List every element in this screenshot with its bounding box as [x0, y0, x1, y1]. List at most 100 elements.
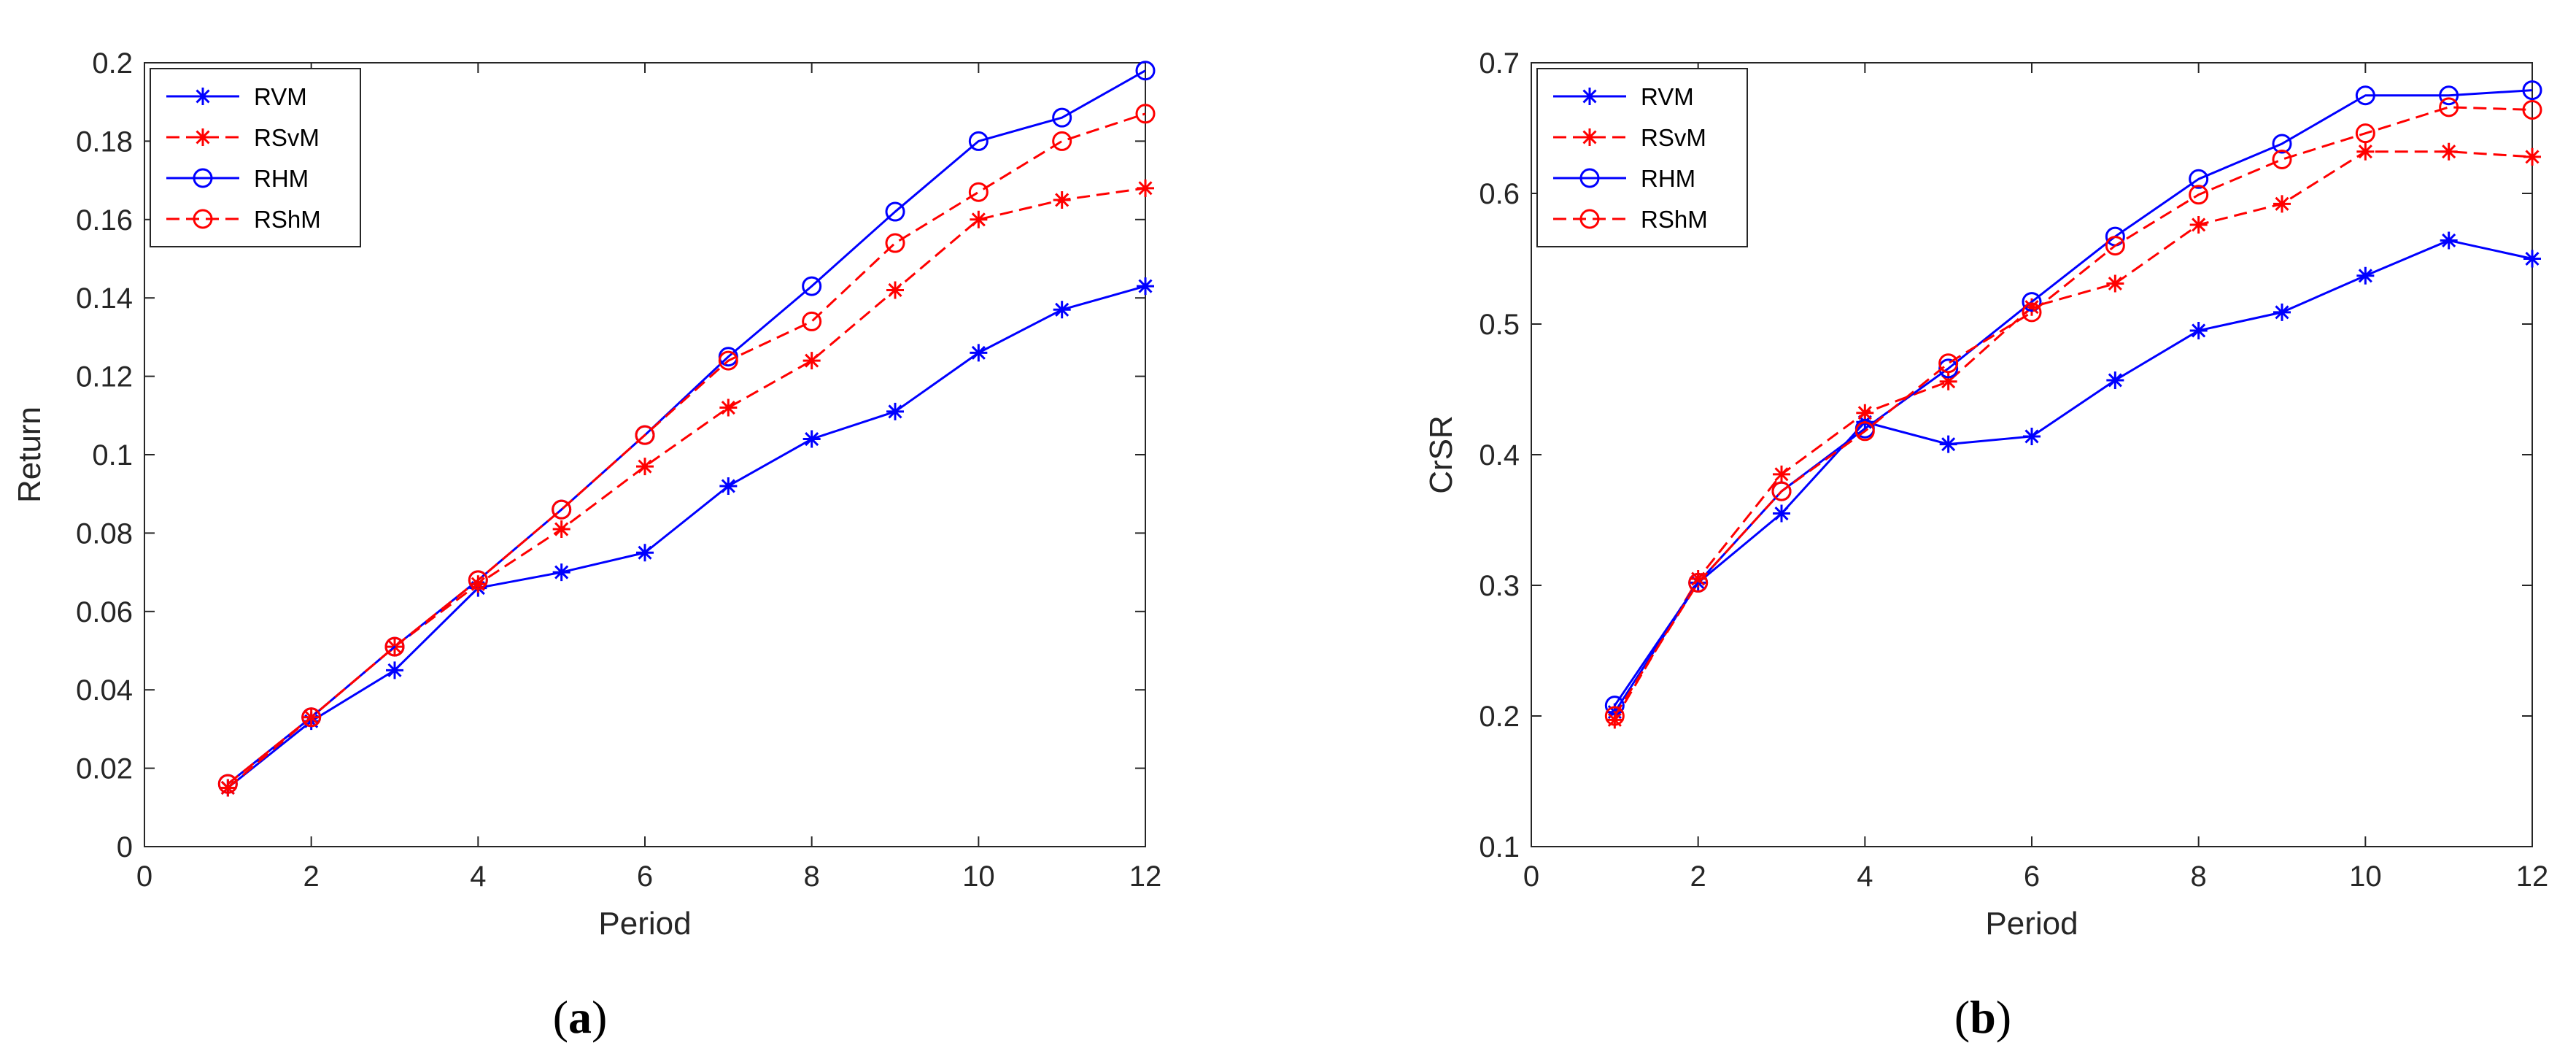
- x-tick-label: 4: [470, 860, 486, 893]
- y-tick-label: 0.1: [92, 439, 133, 471]
- y-tick-label: 0.5: [1479, 309, 1520, 341]
- legend-marker-rhm: [193, 168, 213, 188]
- data-point-rshm: [1604, 706, 1625, 726]
- legend-label-rhm: RHM: [254, 165, 309, 192]
- data-point-rvm: [636, 544, 654, 562]
- y-tick-label: 0.14: [76, 282, 133, 315]
- data-point-rshm: [468, 570, 488, 590]
- y-tick-label: 0: [117, 831, 133, 863]
- y-tick-label: 0.2: [92, 47, 133, 80]
- series-rshm: [217, 104, 1156, 794]
- series-line-rvm: [227, 285, 1146, 789]
- data-point-rshm: [802, 311, 822, 331]
- data-point-rsvm: [1606, 711, 1624, 729]
- data-point-rshm: [217, 774, 238, 794]
- caption-open: (: [1954, 991, 1970, 1043]
- legend-marker-rshm: [1579, 209, 1600, 229]
- data-point-rshm: [1771, 481, 1792, 501]
- data-point-rsvm: [2523, 147, 2541, 166]
- data-point-rshm: [1135, 104, 1156, 124]
- chart-b: 0 2 4 6 8 10 12 0.1 0.2 0.3 0.4 0.5 0.6 0.7 Period CrSR…: [1423, 47, 2548, 1043]
- x-axis-label: Period: [1985, 906, 2078, 941]
- x-tick-label: 6: [637, 860, 653, 893]
- data-point-rsvm: [552, 520, 570, 539]
- chart-a: 0 2 4 6 8 10 12 0 0.02 0.04 0.06 0.08 0.1 0.12 0.14 0.1…: [12, 47, 1161, 1043]
- x-tick-label: 12: [1129, 860, 1162, 893]
- data-point-rsvm: [2273, 195, 2291, 213]
- legend-box: [150, 68, 361, 247]
- data-point-rsvm: [1053, 190, 1071, 209]
- data-point-rsvm: [970, 210, 988, 228]
- panel-caption: (b): [1954, 991, 2011, 1043]
- data-point-rhm: [2272, 134, 2292, 154]
- data-point-rvm: [1939, 435, 1957, 453]
- data-point-rsvm: [2440, 142, 2458, 161]
- caption-close: ): [592, 991, 607, 1043]
- y-tick-label: 0.3: [1479, 570, 1520, 602]
- y-tick-label: 0.08: [76, 517, 133, 550]
- data-point-rshm: [718, 350, 738, 371]
- data-point-rhm: [1052, 107, 1072, 128]
- data-point-rsvm: [1856, 404, 1874, 422]
- data-point-rshm: [2105, 236, 2125, 256]
- data-point-rshm: [1938, 353, 1959, 374]
- data-point-rhm: [2355, 85, 2375, 106]
- data-point-rshm: [2355, 123, 2375, 144]
- legend-marker-rsvm: [194, 128, 212, 146]
- y-tick-label: 0.2: [1479, 701, 1520, 733]
- data-point-rhm: [2522, 80, 2542, 101]
- data-point-rhm: [1938, 358, 1959, 379]
- data-point-rshm: [968, 182, 989, 202]
- data-point-rvm: [2023, 427, 2041, 445]
- data-point-rshm: [1052, 131, 1072, 151]
- data-point-rvm: [2273, 303, 2291, 321]
- series-line-rshm: [1614, 106, 2533, 717]
- x-tick-label: 4: [1857, 860, 1873, 893]
- caption-close: ): [1996, 991, 2011, 1043]
- data-point-rvm: [2189, 321, 2208, 339]
- data-point-rhm: [2189, 169, 2209, 189]
- series-line-rshm: [227, 112, 1146, 785]
- x-tick-label: 0: [1523, 860, 1539, 893]
- data-point-rvm: [886, 402, 904, 420]
- data-point-rhm: [802, 276, 822, 296]
- data-point-rshm: [2439, 97, 2459, 118]
- legend-marker-rvm: [1581, 88, 1598, 105]
- legend-marker-rshm: [193, 209, 213, 229]
- data-point-rvm: [1773, 504, 1790, 523]
- y-tick-label: 0.7: [1479, 47, 1520, 80]
- data-point-rsvm: [636, 458, 654, 476]
- data-point-rvm: [2523, 250, 2541, 268]
- data-point-rsvm: [2106, 274, 2124, 293]
- data-point-rshm: [301, 707, 322, 728]
- x-tick-label: 12: [2516, 860, 2549, 893]
- data-point-rhm: [885, 201, 905, 222]
- data-point-rvm: [1053, 301, 1071, 319]
- x-tick-label: 10: [2349, 860, 2382, 893]
- data-point-rsvm: [2356, 142, 2375, 161]
- legend-label-rvm: RVM: [254, 83, 307, 110]
- y-tick-label: 0.16: [76, 204, 133, 236]
- data-point-rvm: [1137, 277, 1154, 296]
- series-rshm: [1604, 97, 2542, 726]
- y-tick-label: 0.02: [76, 753, 133, 785]
- data-point-rshm: [885, 233, 905, 253]
- caption-letter: b: [1970, 991, 1996, 1043]
- x-tick-label: 0: [136, 860, 152, 893]
- y-tick-label: 0.06: [76, 596, 133, 628]
- y-tick-label: 0.4: [1479, 439, 1520, 471]
- data-point-rvm: [386, 661, 403, 679]
- data-point-rvm: [2106, 371, 2124, 389]
- x-axis-label: Period: [598, 906, 691, 941]
- y-tick-label: 0.1: [1479, 831, 1520, 863]
- legend-label-rsvm: RSvM: [254, 124, 320, 151]
- y-tick-label: 0.12: [76, 361, 133, 393]
- data-point-rhm: [1135, 61, 1156, 81]
- data-point-rsvm: [719, 398, 738, 417]
- series-rsvm: [1606, 142, 2541, 729]
- data-point-rvm: [719, 477, 738, 495]
- data-point-rsvm: [2023, 298, 2041, 316]
- data-point-rsvm: [886, 281, 904, 299]
- legend: RVM RSvM RHM RShM: [150, 68, 361, 247]
- series-line-rsvm: [1614, 150, 2533, 721]
